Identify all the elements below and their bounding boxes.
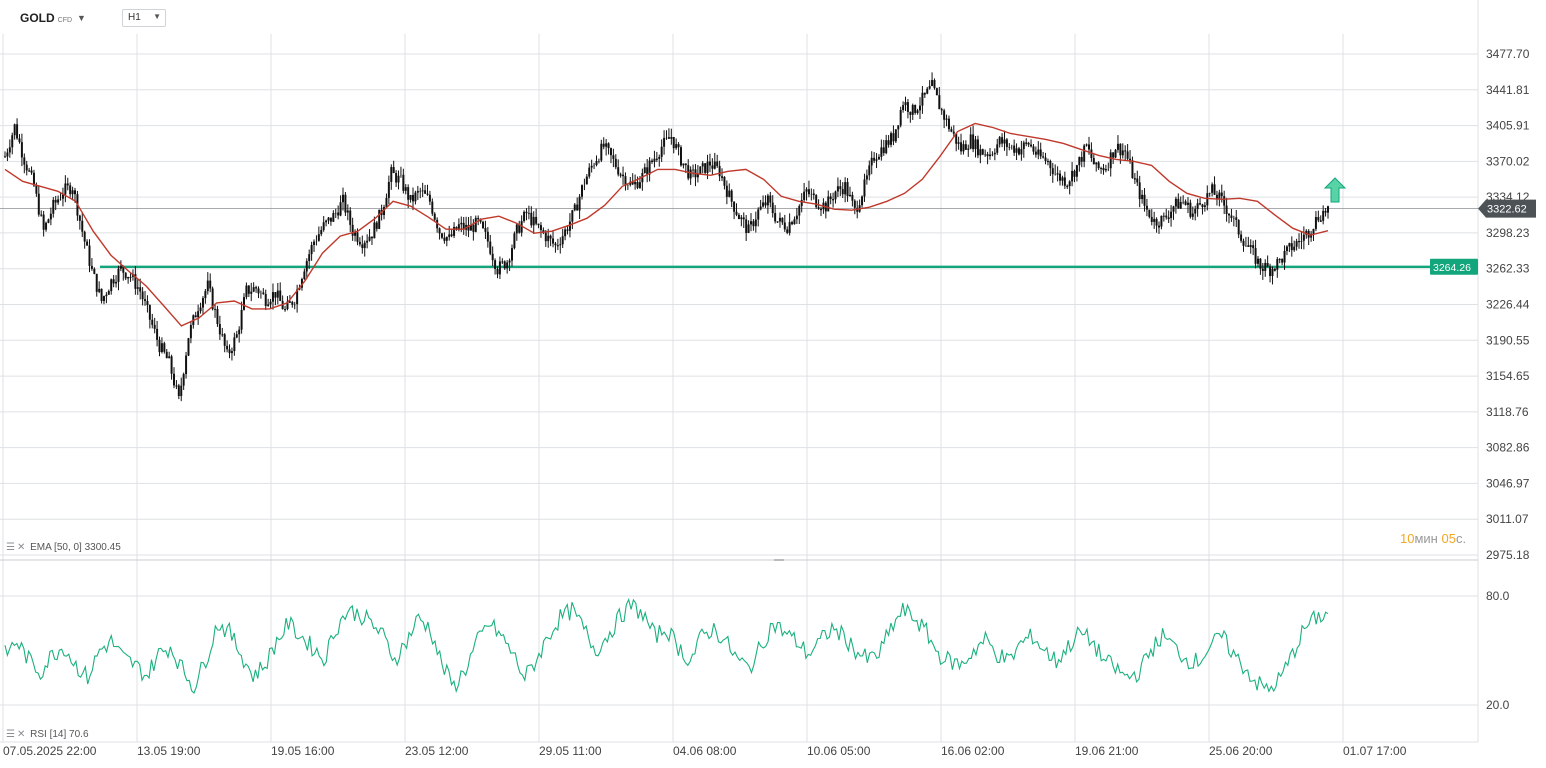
time-tick-label: 10.06 05:00 [807,744,871,758]
price-tick-label: 3046.97 [1486,476,1530,490]
time-tick-label: 13.05 19:00 [137,744,201,758]
countdown-seconds: 05 [1441,531,1456,546]
symbol-selector[interactable]: GOLD CFD [20,11,72,25]
grid-lines [0,0,1479,743]
time-tick-label: 23.05 12:00 [405,744,469,758]
time-tick-label: 04.06 08:00 [673,744,737,758]
buy-arrow-icon[interactable] [1323,177,1347,203]
time-axis[interactable]: 07.05.2025 22:00 13.05 19:00 19.05 16:00 23… [3,744,1407,758]
price-tick-label: 3441.81 [1486,83,1530,97]
price-tick-label: 3154.65 [1486,369,1530,383]
rsi-line [4,597,1329,694]
support-price-value: 3264.26 [1433,262,1471,274]
price-tick-label: 3190.55 [1486,333,1530,347]
price-tick-label: 3298.23 [1486,226,1530,240]
current-price-tag: 3322.62 [1478,199,1536,218]
symbol-dropdown-chevron-icon[interactable]: ▼ [77,13,86,23]
ema-label: EMA [50, 0] 3300.45 [30,542,121,553]
price-axis[interactable]: 3477.703441.813405.913370.023334.123298.… [1486,47,1530,562]
symbol-name: GOLD [20,11,55,25]
time-tick-label: 19.05 16:00 [271,744,335,758]
time-tick-label: 07.05.2025 22:00 [3,744,97,758]
price-tick-label: 2975.18 [1486,548,1530,562]
time-tick-label: 01.07 17:00 [1343,744,1407,758]
countdown-sec-unit: с. [1455,531,1467,546]
rsi-tick-label: 20.0 [1486,698,1510,712]
price-tick-label: 3262.33 [1486,262,1530,276]
timeframe-selector[interactable]: H1 ▼ [122,9,166,27]
price-tick-label: 3011.07 [1486,512,1529,526]
candle-countdown: 10мин 05с. [1400,531,1466,546]
rsi-tick-label: 80.0 [1486,589,1510,603]
price-tick-label: 3118.76 [1486,405,1529,419]
indicator-close-icon[interactable]: ✕ [16,729,26,740]
price-tick-label: 3082.86 [1486,441,1530,455]
price-tick-label: 3226.44 [1486,298,1530,312]
time-tick-label: 19.06 21:00 [1075,744,1139,758]
ema-indicator-legend[interactable]: ☰ ✕ EMA [50, 0] 3300.45 [6,542,121,553]
current-price-value: 3322.62 [1487,204,1527,216]
countdown-min-unit: мин [1414,531,1438,546]
rsi-label: RSI [14] 70.6 [30,729,89,740]
symbol-suffix: CFD [57,17,73,24]
indicator-settings-icon[interactable]: ☰ [6,729,15,740]
price-tick-label: 3370.02 [1486,154,1530,168]
price-tick-label: 3405.91 [1486,119,1530,133]
rsi-axis: 80.0 20.0 [1486,589,1510,712]
timeframe-value: H1 [128,12,141,23]
chart-toolbar: GOLD CFD ▼ H1 ▼ [0,0,600,34]
support-price-tag: 3264.26 [1430,258,1478,275]
time-tick-label: 16.06 02:00 [941,744,1005,758]
rsi-indicator-legend[interactable]: ☰ ✕ RSI [14] 70.6 [6,729,89,740]
countdown-minutes: 10 [1400,531,1415,546]
time-tick-label: 29.05 11:00 [539,744,602,758]
indicator-settings-icon[interactable]: ☰ [6,542,15,553]
price-tick-label: 3477.70 [1486,47,1530,61]
timeframe-chevron-icon: ▼ [153,12,161,21]
indicator-close-icon[interactable]: ✕ [16,542,26,553]
time-tick-label: 25.06 20:00 [1209,744,1273,758]
ema-line [4,122,1329,327]
candlestick-series [4,72,1329,402]
